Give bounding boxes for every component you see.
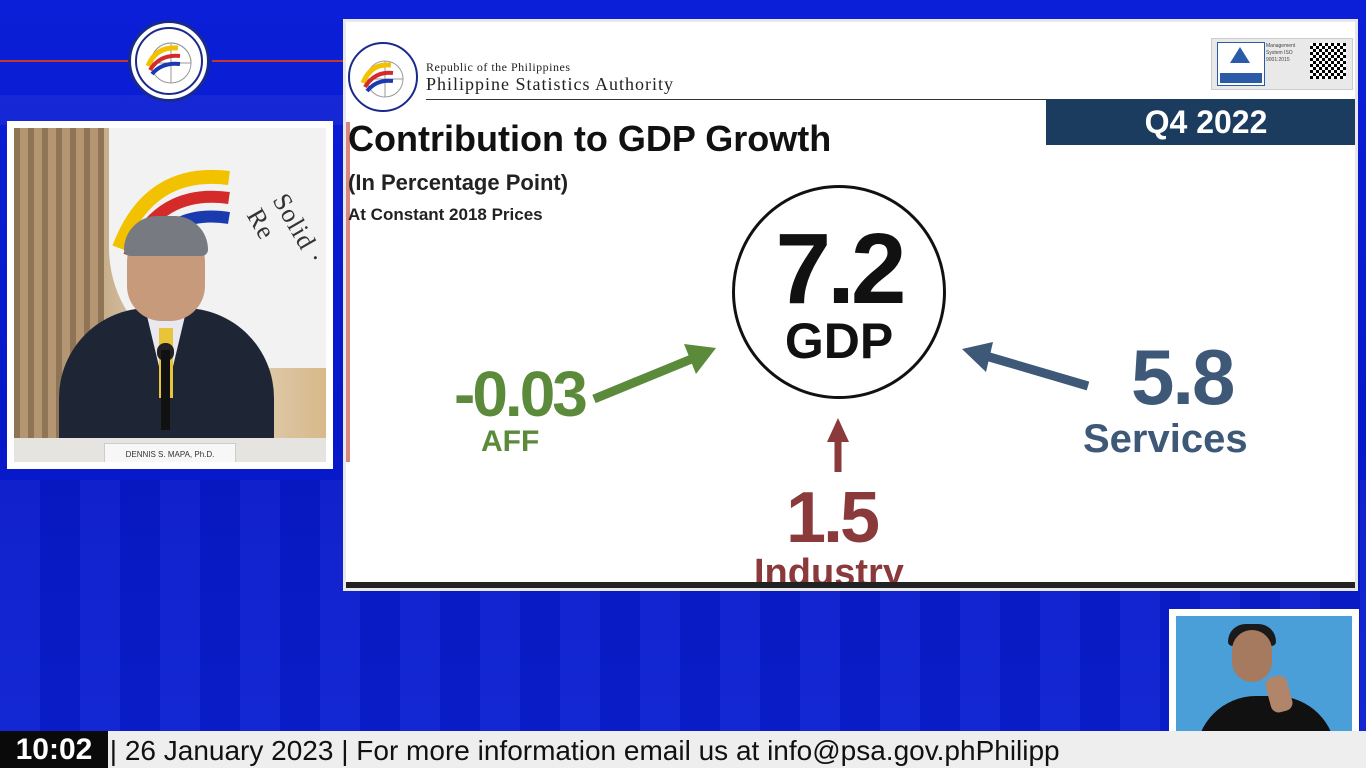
industry-arrow-icon [827, 418, 849, 472]
slide-left-accent [346, 122, 350, 462]
ticker-text: y | 26 January 2023 | For more informati… [88, 735, 1060, 766]
interpreter-video [1176, 616, 1352, 750]
speaker-video-frame: Solid · Re DENNIS S. MAPA, Ph.D. [7, 121, 333, 469]
presentation-slide: Republic of the Philippines Philippine S… [343, 19, 1358, 591]
tuv-certified-band [1220, 73, 1262, 83]
gdp-value: 7.2 [775, 213, 906, 325]
industry-value: 1.5 [786, 478, 880, 558]
slide-title: Contribution to GDP Growth [348, 118, 832, 159]
tuv-logo [1217, 42, 1265, 86]
tuv-triangle-icon [1230, 47, 1250, 63]
contribution-arrows [592, 342, 1090, 472]
speaker-nameplate: DENNIS S. MAPA, Ph.D. [104, 443, 236, 462]
header-rule-left [0, 60, 128, 62]
slide-subtitle-unit: (In Percentage Point) [348, 170, 569, 195]
interpreter-head [1232, 630, 1272, 682]
header-divider [426, 99, 1346, 100]
psa-seal-icon [128, 20, 210, 102]
qr-code-icon [1310, 43, 1346, 79]
republic-text: Republic of the Philippines [426, 60, 571, 74]
slide-subtitle-prices: At Constant 2018 Prices [348, 205, 543, 224]
services-value: 5.8 [1131, 333, 1235, 421]
gdp-circle [732, 185, 946, 399]
clock: 10:02 [0, 731, 108, 768]
slide-bottom-bar [346, 582, 1355, 588]
aff-arrow-icon [592, 344, 716, 404]
tuv-rheinland-certified-icon: Management System ISO 9001:2015 [1211, 38, 1353, 90]
microphone-stand [161, 350, 170, 430]
authority-text: Philippine Statistics Authority [426, 74, 675, 94]
speaker-hair [124, 216, 208, 256]
news-ticker: y | 26 January 2023 | For more informati… [0, 731, 1366, 768]
aff-label: AFF [481, 425, 540, 458]
gdp-label: GDP [784, 313, 894, 369]
slide-psa-seal-icon [348, 42, 418, 112]
period-banner: Q4 2022 [1046, 99, 1355, 145]
header-rule-right [212, 60, 346, 62]
aff-value: -0.03 [454, 358, 588, 430]
services-arrow-icon [962, 342, 1090, 391]
speaker-video: Solid · Re DENNIS S. MAPA, Ph.D. [14, 128, 326, 462]
cert-text: Management System ISO 9001:2015 [1266, 43, 1296, 63]
services-label: Services [1083, 417, 1248, 461]
